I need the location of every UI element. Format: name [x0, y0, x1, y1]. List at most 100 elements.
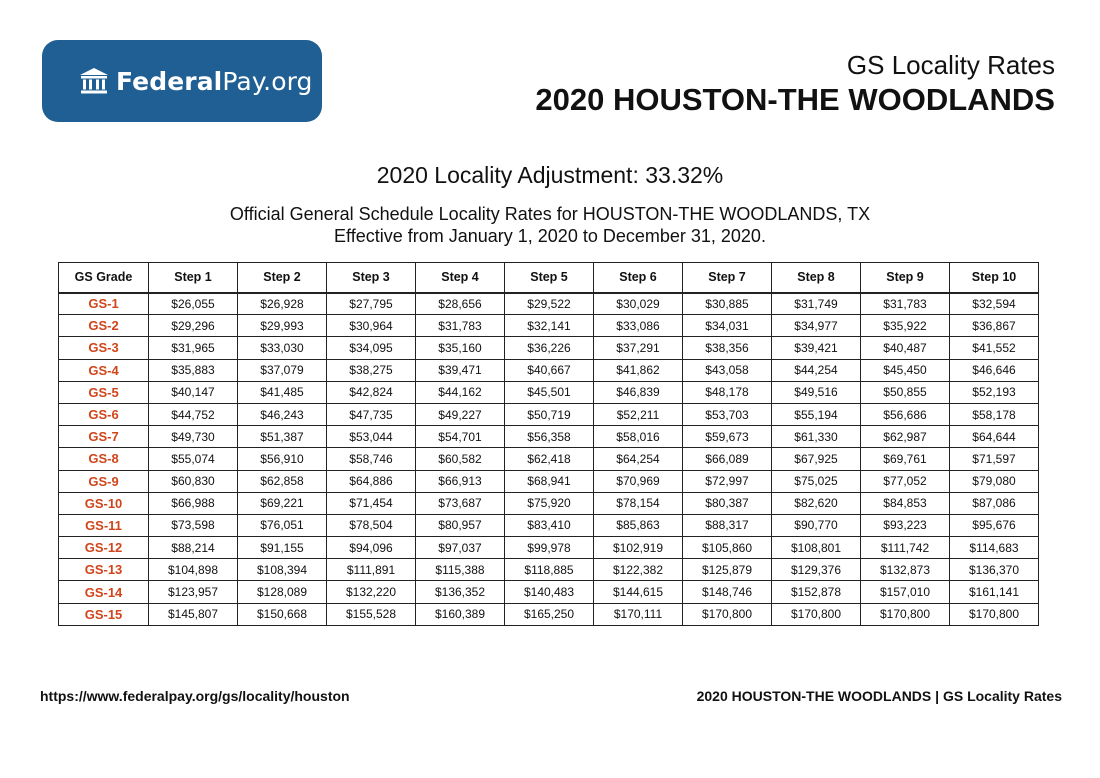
federalpay-logo[interactable]: FederalPay.org [42, 40, 322, 122]
rate-cell: $44,162 [415, 380, 505, 404]
grade-cell: GS-13 [58, 558, 149, 582]
rate-cell: $29,993 [237, 314, 327, 338]
rate-cell: $49,227 [415, 402, 505, 427]
rate-cell: $33,030 [237, 336, 327, 360]
rate-cell: $80,957 [415, 513, 505, 538]
rate-cell: $84,853 [860, 491, 950, 515]
column-header-step-7: Step 7 [682, 262, 772, 293]
table-row: GS-13 $104,898 $108,394 $111,891 $115,388 $11… [58, 558, 1039, 582]
rate-cell: $68,941 [504, 469, 594, 493]
column-header-step-6: Step 6 [593, 262, 683, 293]
rate-cell: $94,096 [326, 536, 416, 560]
rate-cell: $125,879 [682, 558, 772, 582]
rate-cell: $49,730 [148, 425, 238, 449]
rate-cell: $40,147 [148, 380, 238, 404]
rate-cell: $70,969 [593, 469, 683, 493]
rate-cell: $95,676 [949, 513, 1039, 538]
rate-cell: $40,667 [504, 358, 594, 382]
rate-cell: $28,656 [415, 291, 505, 316]
rate-cell: $26,055 [148, 291, 238, 316]
rate-cell: $29,296 [148, 314, 238, 338]
rate-cell: $136,370 [949, 558, 1039, 582]
footer-caption: 2020 HOUSTON-THE WOODLANDS | GS Locality… [696, 688, 1062, 704]
rate-cell: $111,742 [860, 536, 950, 560]
rate-cell: $165,250 [504, 602, 594, 626]
page-title: 2020 HOUSTON-THE WOODLANDS [535, 82, 1055, 117]
bank-building-icon [78, 66, 110, 96]
description-line-2: Effective from January 1, 2020 to Decemb… [334, 226, 766, 246]
grade-cell: GS-14 [58, 580, 149, 604]
rate-cell: $122,382 [593, 558, 683, 582]
rate-cell: $39,421 [771, 336, 861, 360]
column-header-step-10: Step 10 [949, 262, 1039, 293]
rate-cell: $34,095 [326, 336, 416, 360]
rate-cell: $73,598 [148, 513, 238, 538]
rate-cell: $49,516 [771, 380, 861, 404]
rate-cell: $53,044 [326, 425, 416, 449]
rate-cell: $76,051 [237, 513, 327, 538]
table-row: GS-9 $60,830 $62,858 $64,886 $66,913 $68,941 $… [58, 469, 1039, 493]
grade-cell: GS-10 [58, 491, 149, 515]
column-header-grade: GS Grade [58, 262, 149, 293]
rate-cell: $56,910 [237, 447, 327, 471]
rate-cell: $80,387 [682, 491, 772, 515]
rate-cell: $123,957 [148, 580, 238, 604]
rate-cell: $50,719 [504, 402, 594, 427]
rate-cell: $160,389 [415, 602, 505, 626]
rate-cell: $62,858 [237, 469, 327, 493]
grade-cell: GS-3 [58, 336, 149, 360]
rate-cell: $58,746 [326, 447, 416, 471]
rate-cell: $34,031 [682, 314, 772, 338]
rate-cell: $115,388 [415, 558, 505, 582]
rate-cell: $43,058 [682, 358, 772, 382]
locality-rates-table: GS Grade Step 1 Step 2 Step 3 Step 4 Step 5 St… [58, 262, 1039, 626]
description-line-1: Official General Schedule Locality Rates… [229, 204, 871, 224]
rate-cell: $170,800 [860, 602, 950, 626]
rate-cell: $44,254 [771, 358, 861, 382]
rate-cell: $90,770 [771, 513, 861, 538]
footer-url[interactable]: https://www.federalpay.org/gs/locality/h… [40, 688, 350, 704]
table-row: GS-4 $35,883 $37,079 $38,275 $39,471 $40,667 $… [58, 358, 1039, 382]
rate-cell: $35,160 [415, 336, 505, 360]
rate-cell: $32,594 [949, 291, 1039, 316]
rate-cell: $78,504 [326, 513, 416, 538]
rate-cell: $108,394 [237, 558, 327, 582]
rate-cell: $170,800 [682, 602, 772, 626]
table-row: GS-1 $26,055 $26,928 $27,795 $28,656 $29,522 $… [58, 291, 1039, 316]
rate-cell: $47,735 [326, 402, 416, 427]
rate-cell: $64,886 [326, 469, 416, 493]
rate-cell: $170,800 [949, 602, 1039, 626]
rate-cell: $61,330 [771, 425, 861, 449]
header-subtitle: GS Locality Rates [846, 50, 1055, 80]
table-row: GS-2 $29,296 $29,993 $30,964 $31,783 $32,141 $… [58, 314, 1039, 338]
rate-cell: $30,029 [593, 291, 683, 316]
rate-cell: $41,552 [949, 336, 1039, 360]
rate-cell: $55,074 [148, 447, 238, 471]
rate-cell: $58,178 [949, 402, 1039, 427]
rate-cell: $132,220 [326, 580, 416, 604]
rate-cell: $36,226 [504, 336, 594, 360]
rate-cell: $37,291 [593, 336, 683, 360]
rate-cell: $114,683 [949, 536, 1039, 560]
rate-cell: $148,746 [682, 580, 772, 604]
rate-cell: $41,485 [237, 380, 327, 404]
logo-text: FederalPay.org [116, 66, 313, 96]
rate-cell: $29,522 [504, 291, 594, 316]
rate-cell: $31,965 [148, 336, 238, 360]
grade-cell: GS-12 [58, 536, 149, 560]
rate-cell: $69,761 [860, 447, 950, 471]
rate-cell: $52,193 [949, 380, 1039, 404]
rate-cell: $73,687 [415, 491, 505, 515]
rate-cell: $30,885 [682, 291, 772, 316]
rate-cell: $71,597 [949, 447, 1039, 471]
rate-cell: $88,317 [682, 513, 772, 538]
table-row: GS-10 $66,988 $69,221 $71,454 $73,687 $75,920… [58, 491, 1039, 515]
rate-cell: $37,079 [237, 358, 327, 382]
grade-cell: GS-9 [58, 469, 149, 493]
grade-cell: GS-15 [58, 602, 149, 626]
rate-cell: $140,483 [504, 580, 594, 604]
rate-cell: $66,089 [682, 447, 772, 471]
grade-cell: GS-5 [58, 380, 149, 404]
rate-cell: $79,080 [949, 469, 1039, 493]
rate-cell: $60,830 [148, 469, 238, 493]
